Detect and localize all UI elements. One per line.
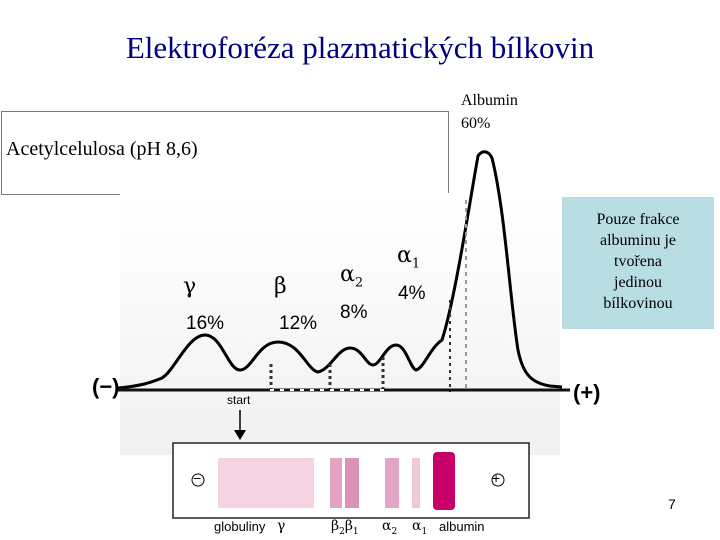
negative-electrode: (−) (92, 374, 120, 399)
gamma-symbol: γ (183, 274, 197, 299)
albumin-label-percent: 60% (461, 115, 491, 132)
start-arrow-head (234, 430, 246, 440)
alpha2-strip-subscript: 2 (391, 526, 398, 537)
strip-plus-circle (491, 473, 505, 487)
gamma-percent: 16% (186, 313, 225, 334)
alpha1-strip-subscript: 1 (421, 526, 428, 537)
alpha1-symbol: α1 (397, 243, 421, 272)
medium-label: Acetylcelulosa (pH 8,6) (6, 138, 198, 160)
alpha2-symbol: α2 (340, 262, 364, 291)
beta2-subscript: 2 (339, 526, 345, 537)
beta-percent: 12% (279, 313, 318, 334)
medium-label-box: Acetylcelulosa (pH 8,6) (1, 111, 449, 195)
alpha1-subscript: 1 (411, 256, 421, 272)
band-beta2 (330, 458, 342, 508)
albumin-note: Pouze frakce albuminu je tvořena jedinou… (562, 197, 714, 329)
band-albumin (433, 452, 455, 510)
strip-label-alpha1: α1 (412, 518, 428, 537)
strip-label-gamma: γ (277, 518, 286, 534)
positive-electrode: (+) (573, 380, 601, 405)
band-alpha1 (412, 458, 420, 508)
beta1-subscript: 1 (352, 526, 359, 537)
strip-label-beta2: β2β1 (331, 518, 359, 537)
strip-label-alpha2: α2 (382, 518, 398, 537)
albumin-label: Albumin 60% (461, 89, 518, 135)
albumin-label-name: Albumin (461, 92, 518, 109)
alpha2-percent: 8% (340, 302, 368, 323)
densitometric-curve (117, 150, 563, 390)
band-gamma-smear (218, 458, 314, 508)
start-label: start (227, 393, 251, 407)
alpha2-subscript: 2 (354, 275, 364, 291)
band-beta1 (345, 458, 359, 508)
page-title: Elektroforéza plazmatických bílkovin (125, 30, 595, 65)
beta-symbol: β (274, 274, 287, 299)
strip-label-globuliny: globuliny (214, 519, 266, 534)
note-line: jedinou (614, 274, 662, 291)
alpha1-percent: 4% (398, 283, 426, 304)
strip-label-albumin: albumin (439, 519, 485, 534)
note-line: tvořena (614, 253, 662, 270)
note-line: bílkovinou (603, 295, 673, 312)
page-number: 7 (668, 496, 676, 512)
curve-background (120, 193, 560, 455)
band-alpha2 (385, 458, 399, 508)
strip-minus-sign: − (193, 470, 202, 486)
strip-minus-circle (191, 473, 205, 487)
note-line: Pouze frakce (596, 211, 680, 228)
note-line: albuminu je (600, 232, 676, 249)
strip-plus-sign: + (492, 470, 501, 486)
